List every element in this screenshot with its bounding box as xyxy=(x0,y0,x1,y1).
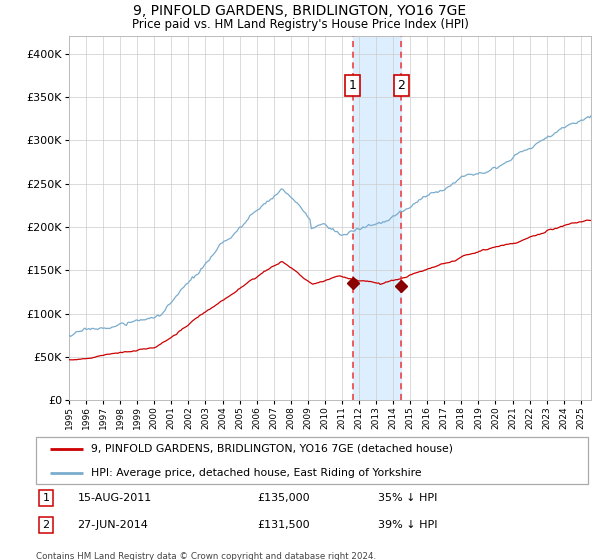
Text: 35% ↓ HPI: 35% ↓ HPI xyxy=(378,493,437,503)
Text: 39% ↓ HPI: 39% ↓ HPI xyxy=(378,520,438,530)
Text: Price paid vs. HM Land Registry's House Price Index (HPI): Price paid vs. HM Land Registry's House … xyxy=(131,18,469,31)
Text: 9, PINFOLD GARDENS, BRIDLINGTON, YO16 7GE: 9, PINFOLD GARDENS, BRIDLINGTON, YO16 7G… xyxy=(133,4,467,18)
Text: 9, PINFOLD GARDENS, BRIDLINGTON, YO16 7GE (detached house): 9, PINFOLD GARDENS, BRIDLINGTON, YO16 7G… xyxy=(91,444,453,454)
Text: 27-JUN-2014: 27-JUN-2014 xyxy=(77,520,148,530)
Text: £135,000: £135,000 xyxy=(257,493,310,503)
Text: 2: 2 xyxy=(398,79,406,92)
FancyBboxPatch shape xyxy=(36,437,588,484)
Text: 2: 2 xyxy=(43,520,49,530)
Text: 15-AUG-2011: 15-AUG-2011 xyxy=(77,493,152,503)
Text: HPI: Average price, detached house, East Riding of Yorkshire: HPI: Average price, detached house, East… xyxy=(91,468,422,478)
Text: £131,500: £131,500 xyxy=(257,520,310,530)
Text: 1: 1 xyxy=(349,79,356,92)
Bar xyxy=(353,36,401,400)
Text: Contains HM Land Registry data © Crown copyright and database right 2024.
This d: Contains HM Land Registry data © Crown c… xyxy=(36,552,376,560)
Text: 1: 1 xyxy=(43,493,49,503)
